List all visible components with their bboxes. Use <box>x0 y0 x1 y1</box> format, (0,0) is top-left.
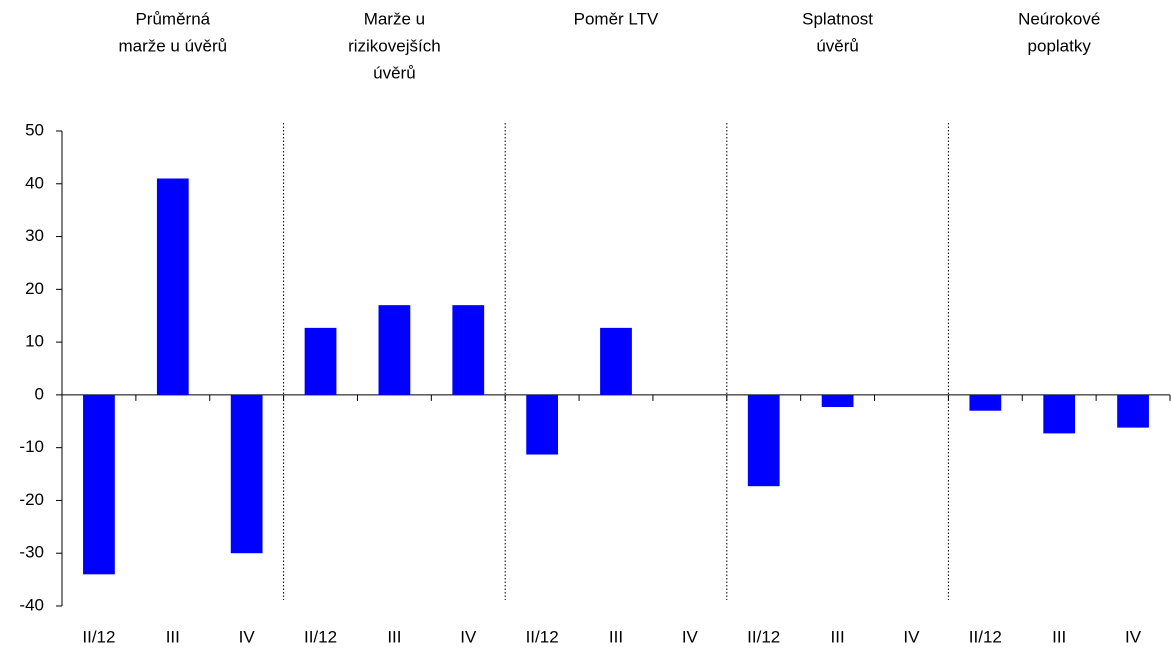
y-tick-label: -40 <box>19 595 44 614</box>
bar <box>969 394 1002 411</box>
x-tick-label: II/12 <box>969 627 1002 646</box>
x-tick-label: IV <box>903 627 920 646</box>
bar <box>304 327 337 395</box>
y-tick-label: 20 <box>25 279 44 298</box>
group-label: Splatnost <box>802 9 873 28</box>
x-tick-label: II/12 <box>304 627 337 646</box>
bar <box>230 394 263 554</box>
x-tick-label: IV <box>682 627 699 646</box>
x-tick-label: III <box>609 627 623 646</box>
bar <box>378 305 411 395</box>
bar <box>83 394 115 575</box>
x-tick-label: IV <box>1125 627 1142 646</box>
y-tick-label: 30 <box>25 226 44 245</box>
x-tick-label: III <box>1052 627 1066 646</box>
group-label: Neúrokové <box>1018 9 1100 28</box>
x-tick-label: II/12 <box>747 627 780 646</box>
x-tick-label: III <box>166 627 180 646</box>
bar <box>1117 394 1149 428</box>
bar <box>1043 394 1076 434</box>
y-tick-label: 50 <box>25 120 44 139</box>
bar <box>747 394 780 487</box>
group-label: marže u úvěrů <box>118 36 227 55</box>
x-tick-label: III <box>831 627 845 646</box>
group-label: Průměrná <box>135 9 210 28</box>
bar <box>156 178 189 395</box>
bar <box>452 305 485 395</box>
y-tick-label: 10 <box>25 332 44 351</box>
y-tick-label: -10 <box>19 437 44 456</box>
group-label: Poměr LTV <box>574 9 659 28</box>
group-label: úvěrů <box>816 36 859 55</box>
x-tick-label: II/12 <box>526 627 559 646</box>
y-tick-label: 0 <box>35 384 44 403</box>
group-label: úvěrů <box>373 63 416 82</box>
x-tick-label: II/12 <box>82 627 115 646</box>
y-tick-label: -30 <box>19 543 44 562</box>
x-tick-label: IV <box>239 627 256 646</box>
x-tick-label: III <box>387 627 401 646</box>
group-label: rizikovejších <box>348 36 441 55</box>
bar <box>600 327 632 395</box>
x-tick-label: IV <box>460 627 477 646</box>
y-tick-label: -20 <box>19 490 44 509</box>
group-label: Marže u <box>364 9 425 28</box>
group-label: poplatky <box>1028 36 1092 55</box>
bar <box>526 394 559 455</box>
y-tick-label: 40 <box>25 173 44 192</box>
bar <box>821 394 854 408</box>
